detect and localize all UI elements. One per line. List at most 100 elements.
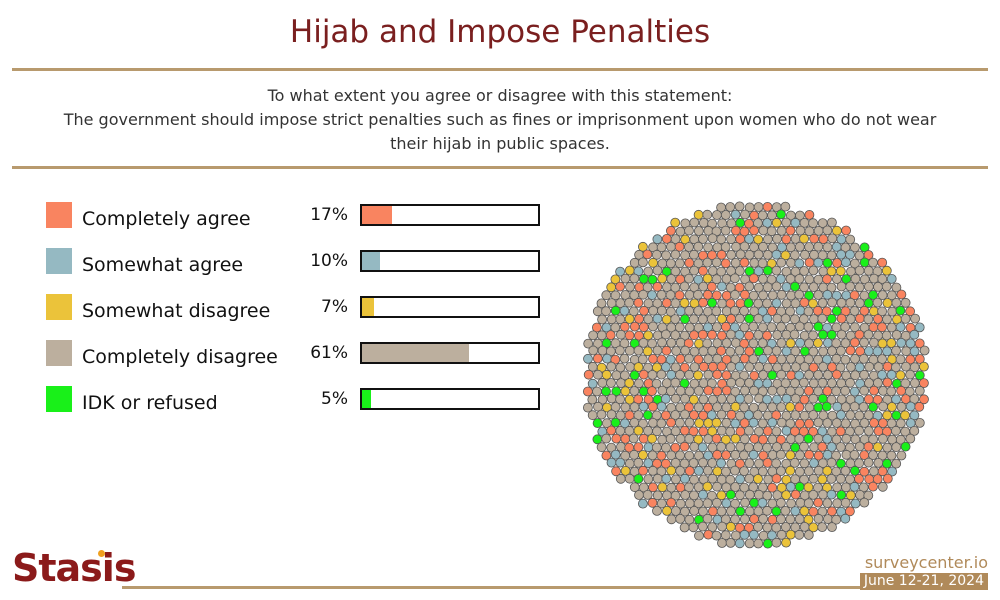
bubble: [716, 281, 727, 292]
bubble: [877, 433, 888, 444]
bubble: [588, 345, 599, 356]
bubble: [661, 442, 671, 453]
bubble: [826, 394, 837, 405]
bubble: [597, 377, 608, 388]
bubble: [620, 386, 631, 397]
bubble: [794, 370, 805, 381]
bubble: [670, 506, 681, 516]
bubble: [840, 513, 851, 524]
bubble: [703, 385, 714, 396]
bubble: [638, 289, 649, 300]
bubble: [666, 465, 677, 476]
bubble: [684, 290, 695, 300]
bubble: [840, 418, 851, 429]
bubble: [698, 218, 709, 228]
bubble: [670, 393, 681, 404]
bubble: [762, 457, 773, 468]
bubble: [896, 289, 907, 300]
bubble: [767, 354, 778, 365]
bubble: [789, 457, 800, 468]
bubble: [821, 401, 832, 412]
bubble: [826, 313, 837, 324]
bubble: [583, 369, 594, 380]
bubble: [859, 257, 870, 268]
bubble: [808, 489, 819, 500]
bubble: [799, 282, 810, 293]
bubble: [739, 514, 750, 525]
bubble: [813, 433, 824, 444]
bubble: [611, 433, 622, 444]
bubble: [693, 289, 703, 300]
bubble: [795, 497, 806, 508]
bubble: [665, 258, 676, 269]
bubble: [832, 258, 843, 268]
bubble: [789, 378, 800, 389]
bubble: [666, 274, 677, 284]
bubble: [909, 329, 920, 340]
bubble: [771, 522, 782, 533]
bubble: [587, 378, 598, 389]
bubble: [702, 513, 713, 524]
bubble: [858, 353, 869, 364]
bubble: [757, 306, 768, 317]
legend-swatch: [46, 294, 72, 320]
bubble: [706, 314, 717, 325]
bubble: [804, 418, 815, 429]
bubble: [776, 417, 787, 428]
bubble: [804, 257, 815, 268]
bar-track: [360, 388, 540, 410]
bubble: [850, 273, 861, 284]
bubble: [652, 473, 663, 484]
bubble: [717, 521, 728, 532]
bubble: [596, 330, 607, 341]
bubble: [886, 450, 897, 461]
bubble: [739, 289, 750, 300]
bubble: [716, 234, 727, 245]
bubble: [918, 378, 929, 389]
bubble: [684, 305, 695, 316]
bubble: [813, 402, 824, 413]
bubble: [610, 402, 621, 412]
bubble: [597, 394, 608, 405]
bubble: [735, 474, 746, 485]
bubble: [730, 433, 741, 444]
bubble: [795, 305, 806, 316]
bubble: [813, 241, 824, 252]
bubble: [648, 321, 658, 332]
bubble: [633, 442, 644, 453]
bubble: [725, 442, 736, 453]
bubble: [675, 353, 686, 364]
bubble: [882, 314, 892, 325]
bubble: [845, 377, 856, 388]
bubble: [703, 434, 714, 444]
bubble: [729, 305, 740, 316]
bubble: [900, 313, 911, 324]
bubble: [919, 394, 929, 405]
bubble: [675, 417, 685, 428]
bubble: [642, 410, 653, 421]
bubble: [711, 290, 722, 301]
bubble: [817, 522, 828, 533]
bubble: [776, 338, 787, 348]
bubble: [652, 426, 662, 437]
bubble: [854, 441, 865, 452]
bubble: [845, 345, 856, 356]
bubble: [739, 257, 750, 268]
bubble: [620, 273, 631, 284]
bubble: [638, 274, 649, 284]
bubble: [721, 417, 732, 428]
bubble: [748, 449, 759, 460]
bubble: [716, 361, 727, 372]
bubble: [675, 385, 686, 396]
bubble: [808, 330, 819, 341]
bubble: [726, 506, 736, 517]
bubble: [817, 441, 828, 452]
bubble: [666, 497, 676, 508]
bubble: [656, 450, 667, 461]
bubble: [803, 321, 814, 332]
bubble: [670, 330, 681, 341]
bubble: [592, 386, 602, 397]
bubble: [735, 441, 746, 452]
bubble: [647, 497, 658, 508]
bubble: [697, 521, 708, 532]
